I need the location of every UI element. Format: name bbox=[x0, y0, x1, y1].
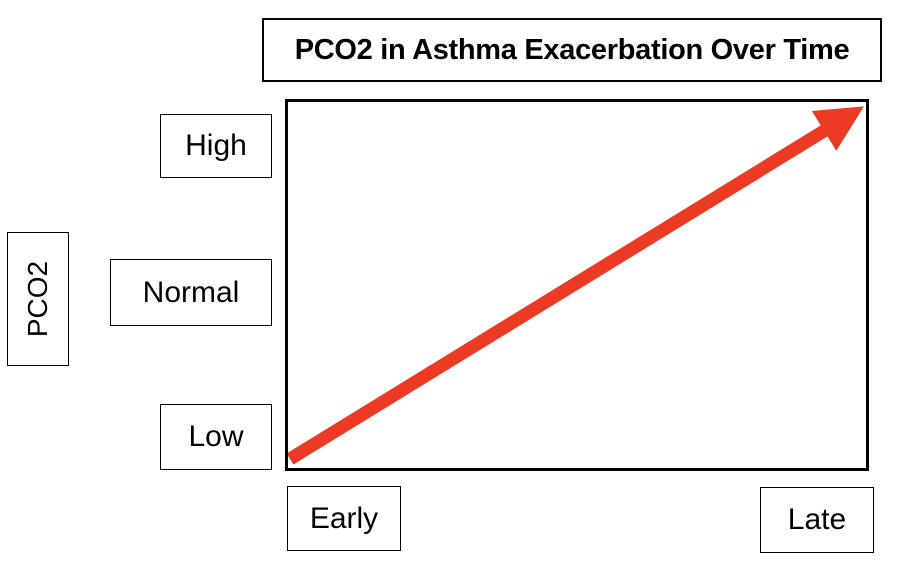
x-tick-late-label: Late bbox=[787, 503, 847, 536]
x-tick-early-box: Early bbox=[287, 486, 401, 551]
y-tick-high-label: High bbox=[185, 129, 247, 162]
trend-arrow-shaft bbox=[288, 106, 864, 465]
y-tick-high-box: High bbox=[160, 114, 272, 178]
y-tick-low-label: Low bbox=[188, 420, 244, 453]
chart-title-box: PCO2 in Asthma Exacerbation Over Time bbox=[262, 18, 882, 82]
y-tick-normal-box: Normal bbox=[110, 259, 272, 326]
x-tick-early-label: Early bbox=[309, 501, 379, 535]
y-axis-label-box: PCO2 bbox=[7, 232, 69, 366]
y-tick-low-box: Low bbox=[160, 404, 272, 470]
x-tick-late-box: Late bbox=[760, 487, 874, 553]
trend-arrow bbox=[288, 106, 864, 465]
y-tick-normal-label: Normal bbox=[142, 275, 240, 309]
chart-title: PCO2 in Asthma Exacerbation Over Time bbox=[294, 33, 850, 66]
plot-area bbox=[285, 99, 869, 471]
y-axis-label: PCO2 bbox=[22, 260, 53, 338]
